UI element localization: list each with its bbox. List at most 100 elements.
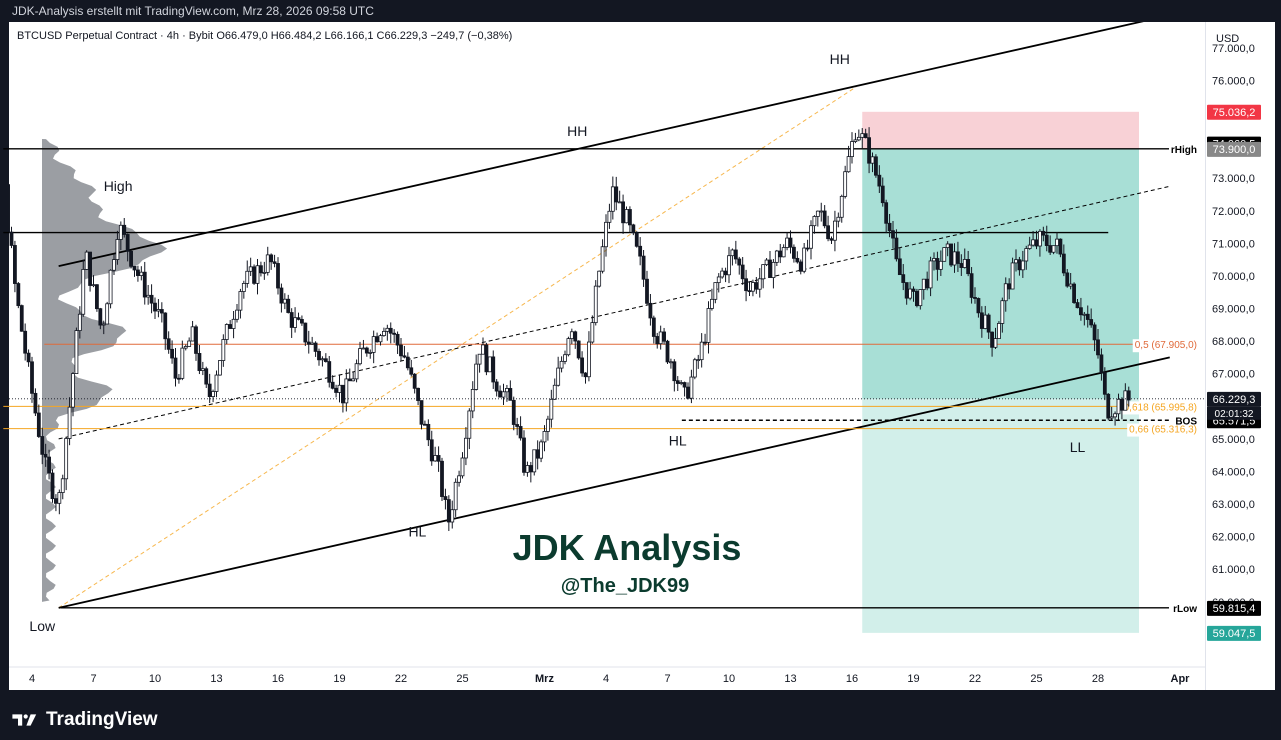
candle-body [833,220,837,241]
candle-body [761,264,766,280]
candle-body [993,338,998,348]
candle-body [303,322,308,343]
y-tick-label-12: 73.000,0 [1212,173,1255,185]
candle-body [764,259,769,266]
candle-body [262,271,267,274]
candle-body [313,342,318,352]
candle-body [115,239,120,260]
candle-body [675,380,680,384]
candle-body [645,278,649,304]
candle-body [241,283,246,292]
candle-body [730,249,735,257]
candle-body [727,255,731,276]
price-tag-0: 75.036,2 [1213,107,1256,119]
candle-body [91,284,96,287]
candle-body [320,358,325,361]
candle-body [621,201,625,224]
countdown: 02:01:32 [1215,409,1254,420]
candle-body [884,202,889,224]
candle-body [395,333,400,346]
candle-body [327,361,332,383]
candle-body [477,353,482,365]
candle-body [559,360,564,369]
candle-body [949,243,953,266]
candle-body [129,250,133,267]
candle-body [867,137,871,164]
candle-body [792,246,796,259]
candle-body [901,274,906,283]
candle-body [1068,283,1073,287]
candle-body [894,237,899,260]
candle-body [795,257,800,263]
candle-body [498,390,502,398]
candle-body [402,355,407,358]
x-tick-label-15: 22 [969,673,981,685]
candle-body [686,386,690,399]
candle-body [911,288,916,292]
x-tick-label-16: 25 [1030,673,1042,685]
candle-body [481,344,485,355]
price-tag-6: 59.047,5 [1213,628,1256,640]
candle-body [183,346,188,349]
candle-body [375,336,379,343]
candle-body [282,298,287,304]
candle-body [546,418,550,432]
legend-symbol[interactable]: BTCUSD Perpetual Contract · 4h · Bybit [17,30,214,42]
candle-body [40,436,45,455]
candle-body [30,361,34,394]
candle-body [925,278,930,289]
candle-body [457,475,461,483]
candle-body [388,327,393,334]
level-label-bg [1121,401,1199,415]
candle-body [655,336,660,345]
candle-body [392,332,397,335]
candle-body [638,245,643,257]
candle-body [156,309,161,312]
candle-body [710,298,714,309]
candle-body [809,225,813,249]
candle-body [945,243,950,248]
candle-body [358,348,362,365]
candle-body [713,282,718,300]
candle-body [9,184,10,233]
candle-body [136,269,140,276]
profit-zone-filled [862,148,1139,399]
candle-body [580,357,584,374]
candle-body [966,259,971,275]
price-axis[interactable] [1205,22,1275,690]
candle-body [737,258,742,266]
candle-body [607,210,612,223]
y-tick-label-6: 67.000,0 [1212,369,1255,381]
candle-body [952,251,957,266]
candle-body [614,186,619,203]
candle-body [990,331,994,348]
candle-body [112,259,116,271]
candle-body [467,410,472,439]
candle-body [915,291,919,307]
candle-body [159,309,164,314]
candle-body [33,392,38,414]
candle-body [839,195,844,218]
candle-body [330,381,335,389]
axis-unit: USD [1216,33,1239,45]
candle-body [211,391,215,397]
swing-label-hl-4: HL [408,524,426,540]
candle-body [84,251,89,270]
window-title-bar: JDK-Analysis erstellt mit TradingView.co… [0,0,1281,22]
symbol-legend[interactable]: BTCUSD Perpetual Contract · 4h · Bybit O… [17,30,512,42]
tradingview-brand[interactable]: TradingView [12,709,158,731]
x-tick-label-9: 4 [603,673,609,685]
candle-body [651,317,656,337]
candle-body [64,438,69,480]
swing-label-high-0: High [104,178,133,194]
x-tick-label-3: 13 [210,673,222,685]
candle-body [170,348,174,359]
candle-body [371,336,376,353]
x-tick-label-8: Mrz [535,673,554,685]
candle-body [1102,372,1107,395]
swing-label-hh-2: HH [830,51,850,67]
x-tick-label-0: 4 [29,673,35,685]
candle-body [446,499,451,523]
candle-body [118,224,123,240]
